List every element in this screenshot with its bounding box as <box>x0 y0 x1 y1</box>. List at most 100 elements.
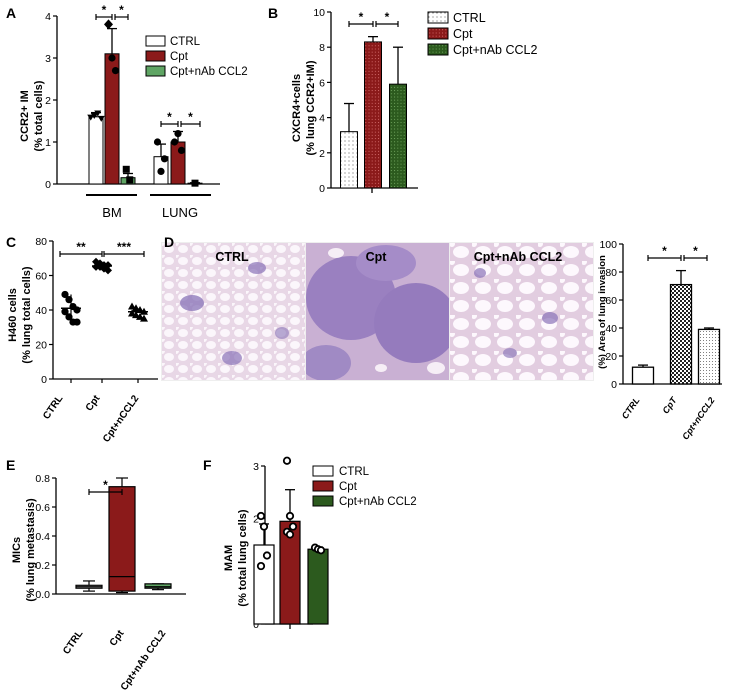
panel-label-b: B <box>268 5 278 21</box>
e-box <box>108 486 136 592</box>
a-sig-star: * <box>102 3 107 17</box>
a-ytick-label: 0 <box>45 179 51 191</box>
d-ytick-label: 80 <box>605 267 617 279</box>
a-legend-swatch-cpt <box>145 50 166 62</box>
f-legend-swatch-cpt <box>312 480 334 492</box>
panel-label-d: D <box>164 234 174 250</box>
a-ylabel-line1: CCR2+ IM <box>19 90 31 142</box>
a-group-label-bm: BM <box>102 205 122 220</box>
a-sig-star: * <box>167 110 172 124</box>
f-data-point <box>262 551 272 560</box>
e-xtick-ctrl: CTRL <box>61 628 85 656</box>
a-data-point <box>122 165 130 173</box>
a-data-point <box>191 179 199 187</box>
e-box <box>144 583 172 589</box>
f-legend-label-cpt-nab: Cpt+nAb CCL2 <box>339 496 417 508</box>
histology-image-cpt <box>305 242 450 381</box>
d-bar <box>631 366 655 385</box>
d-xtick-ctrl: CTRL <box>620 395 642 420</box>
histology-cpt-nab-svg <box>450 243 593 380</box>
a-sig-star: * <box>188 110 193 124</box>
e-xtick-cpt-nab: Cpt+nAb CCL2 <box>119 628 169 690</box>
c-sig-star: *** <box>117 240 131 254</box>
b-bar <box>364 41 382 189</box>
d-bar <box>697 328 721 385</box>
d-image-title-cpt: Cpt <box>366 250 388 264</box>
histology-image-ctrl <box>161 242 306 381</box>
d-sig-star: * <box>693 244 698 258</box>
a-data-point <box>111 67 120 75</box>
d-ytick-label: 40 <box>605 323 617 335</box>
b-ylabel-line1: CXCR4+cells <box>291 74 303 142</box>
a-ytick-label: 4 <box>45 11 51 23</box>
a-data-point <box>153 138 162 146</box>
histology-cpt-svg <box>306 243 449 380</box>
c-sig-star: ** <box>76 240 86 254</box>
b-ytick-label: 10 <box>313 7 325 19</box>
c-ytick-label: 40 <box>35 305 47 317</box>
e-ytick-label: 0.0 <box>35 589 50 601</box>
e-ylabel-line2: (% lung metastasis) <box>25 498 37 602</box>
b-bar <box>389 83 407 189</box>
a-legend-label-ctrl: CTRL <box>170 36 201 48</box>
a-sig-star: * <box>119 3 124 17</box>
c-data-point <box>61 308 69 316</box>
panel-label-e: E <box>6 457 15 473</box>
c-xtick-cpt: Cpt <box>84 393 103 414</box>
f-ytick-label: 2 <box>253 514 259 526</box>
d-ytick-label: 60 <box>605 295 617 307</box>
f-data-point <box>316 546 326 555</box>
a-group-label-lung: LUNG <box>162 205 198 220</box>
c-ytick-label: 60 <box>35 271 47 283</box>
f-data-point <box>288 522 298 531</box>
d-ytick-label: 0 <box>611 379 617 391</box>
a-legend-swatch-ctrl <box>145 35 166 47</box>
d-image-title-cpt-nab: Cpt+nAb CCL2 <box>474 250 563 264</box>
f-legend-label-ctrl: CTRL <box>339 466 370 478</box>
f-ylabel-line2: (% total lung cells) <box>237 509 249 607</box>
panel-label-a: A <box>6 5 16 21</box>
c-ytick-label: 80 <box>35 236 47 248</box>
d-ytick-label: 100 <box>599 239 617 251</box>
d-ylabel: (%) Area of lung invasion <box>597 255 608 369</box>
e-ytick-label: 0.4 <box>35 531 50 543</box>
a-data-point <box>104 19 113 30</box>
a-data-point <box>170 138 179 146</box>
b-ytick-label: 0 <box>319 183 325 195</box>
c-data-point <box>73 318 81 326</box>
e-ytick-label: 0.6 <box>35 502 50 514</box>
b-legend-swatch-cpt <box>427 27 449 40</box>
a-data-point <box>97 115 105 122</box>
b-ylabel-line2: (% lung CCR2+IM) <box>305 60 317 155</box>
c-data-point <box>61 290 69 299</box>
d-ytick-label: 20 <box>605 351 617 363</box>
b-legend-label-cpt: Cpt <box>453 27 473 41</box>
f-legend-label-cpt: Cpt <box>339 481 358 493</box>
a-bar <box>88 116 104 185</box>
f-data-point <box>256 561 266 571</box>
d-xtick-cpt: CpT <box>660 394 679 415</box>
f-ytick-label: 3 <box>253 461 259 473</box>
a-legend-label-cpt: Cpt <box>170 51 189 63</box>
c-xtick-ctrl: CTRL <box>41 393 65 421</box>
b-sig-star: * <box>385 10 390 24</box>
b-bar <box>340 131 358 189</box>
histology-ctrl-svg <box>162 243 305 380</box>
c-data-point <box>140 314 148 322</box>
f-data-point <box>285 511 295 521</box>
c-ytick-label: 0 <box>41 374 47 386</box>
f-bar <box>307 548 329 625</box>
e-sig-star: * <box>103 478 108 492</box>
b-ytick-label: 4 <box>319 113 325 125</box>
a-ytick-label: 3 <box>45 53 51 65</box>
c-ylabel-line2: (% lung total cells) <box>21 266 33 364</box>
c-ytick-label: 20 <box>35 340 47 352</box>
a-data-point <box>87 114 95 121</box>
f-data-point <box>285 530 295 539</box>
d-sig-star: * <box>662 244 667 258</box>
f-data-point <box>282 456 292 465</box>
b-ytick-label: 2 <box>319 148 325 160</box>
a-data-point <box>108 54 116 62</box>
